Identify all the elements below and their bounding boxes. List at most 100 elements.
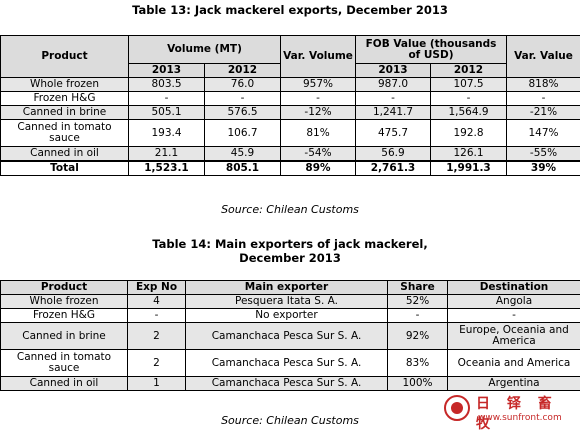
cell-var-value: - <box>507 92 580 106</box>
table13-header-var-volume: Var. Volume <box>281 36 356 78</box>
cell-destination: Oceania and America <box>448 350 580 377</box>
table13-header-var-value: Var. Value <box>507 36 580 78</box>
cell-fob-2012: 107.5 <box>431 78 507 92</box>
cell-fob-2013: - <box>356 92 431 106</box>
cell-product: Canned in tomato sauce <box>1 350 128 377</box>
cell-destination: - <box>448 309 580 323</box>
cell-volume-2012: 576.5 <box>205 106 281 120</box>
cell-product: Canned in brine <box>1 106 129 120</box>
cell-fob-2012: 126.1 <box>431 147 507 161</box>
cell-var-volume: 957% <box>281 78 356 92</box>
cell-product: Canned in brine <box>1 323 128 350</box>
cell-exporter: Camanchaca Pesca Sur S. A. <box>186 377 388 391</box>
cell-var-value: 818% <box>507 78 580 92</box>
cell-destination: Argentina <box>448 377 580 391</box>
cell-product: Canned in oil <box>1 147 129 161</box>
table13-year-fob-2012: 2012 <box>431 64 507 78</box>
table-row: Whole frozen 4 Pesquera Itata S. A. 52% … <box>1 295 580 309</box>
cell-share: 52% <box>388 295 448 309</box>
table13-header-product: Product <box>1 36 129 78</box>
cell-exporter: Camanchaca Pesca Sur S. A. <box>186 323 388 350</box>
sunfront-watermark-logo: 日 铎 畜 牧 www.sunfront.com <box>442 393 578 427</box>
table-row: Canned in tomato sauce 2 Camanchaca Pesc… <box>1 350 580 377</box>
cell-exp-no: 1 <box>128 377 186 391</box>
table14-title-line1: Table 14: Main exporters of jack mackere… <box>0 237 580 251</box>
cell-exporter: No exporter <box>186 309 388 323</box>
cell-fob-2013: 2,761.3 <box>356 161 431 176</box>
sunfront-logo-icon <box>444 395 470 421</box>
cell-exporter: Pesquera Itata S. A. <box>186 295 388 309</box>
cell-volume-2012: - <box>205 92 281 106</box>
table13-title: Table 13: Jack mackerel exports, Decembe… <box>0 3 580 17</box>
cell-volume-2012: 76.0 <box>205 78 281 92</box>
table13-header-volume: Volume (MT) <box>129 36 281 64</box>
table14-title-line2: December 2013 <box>0 251 580 265</box>
table14-header-destination: Destination <box>448 281 580 295</box>
table-row: Whole frozen 803.5 76.0 957% 987.0 107.5… <box>1 78 580 92</box>
cell-volume-2013: 21.1 <box>129 147 205 161</box>
cell-var-volume: - <box>281 92 356 106</box>
cell-volume-2012: 805.1 <box>205 161 281 176</box>
table-row: Canned in brine 505.1 576.5 -12% 1,241.7… <box>1 106 580 120</box>
table-row: Frozen H&G - No exporter - - <box>1 309 580 323</box>
cell-volume-2013: 1,523.1 <box>129 161 205 176</box>
table13-total-row: Total 1,523.1 805.1 89% 2,761.3 1,991.3 … <box>1 161 580 176</box>
table-row: Frozen H&G - - - - - - <box>1 92 580 106</box>
table14-header-exp-no: Exp No <box>128 281 186 295</box>
cell-exp-no: 2 <box>128 323 186 350</box>
table14-header-row: Product Exp No Main exporter Share Desti… <box>1 281 580 295</box>
cell-fob-2012: - <box>431 92 507 106</box>
cell-fob-2012: 192.8 <box>431 120 507 147</box>
cell-exp-no: 2 <box>128 350 186 377</box>
cell-var-volume: 81% <box>281 120 356 147</box>
cell-share: 100% <box>388 377 448 391</box>
cell-share: 83% <box>388 350 448 377</box>
cell-var-value: -55% <box>507 147 580 161</box>
table-row: Canned in oil 21.1 45.9 -54% 56.9 126.1 … <box>1 147 580 161</box>
cell-product: Frozen H&G <box>1 92 129 106</box>
cell-volume-2013: - <box>129 92 205 106</box>
table13: Product Volume (MT) Var. Volume FOB Valu… <box>0 35 580 176</box>
table13-year-volume-2012: 2012 <box>205 64 281 78</box>
cell-volume-2013: 803.5 <box>129 78 205 92</box>
table13-header-fob: FOB Value (thousands of USD) <box>356 36 507 64</box>
cell-product: Frozen H&G <box>1 309 128 323</box>
table13-source: Source: Chilean Customs <box>0 203 580 216</box>
cell-destination: Europe, Oceania and America <box>448 323 580 350</box>
cell-var-volume: 89% <box>281 161 356 176</box>
watermark-url: www.sunfront.com <box>478 413 562 423</box>
cell-fob-2012: 1,564.9 <box>431 106 507 120</box>
cell-share: 92% <box>388 323 448 350</box>
cell-var-value: -21% <box>507 106 580 120</box>
cell-var-value: 147% <box>507 120 580 147</box>
table13-header-row: Product Volume (MT) Var. Volume FOB Valu… <box>1 36 580 64</box>
cell-var-volume: -12% <box>281 106 356 120</box>
table14-header-main-exporter: Main exporter <box>186 281 388 295</box>
table14-header-share: Share <box>388 281 448 295</box>
table14-header-product: Product <box>1 281 128 295</box>
cell-fob-2013: 475.7 <box>356 120 431 147</box>
cell-product: Whole frozen <box>1 78 129 92</box>
cell-product: Whole frozen <box>1 295 128 309</box>
table-row: Canned in tomato sauce 193.4 106.7 81% 4… <box>1 120 580 147</box>
cell-fob-2012: 1,991.3 <box>431 161 507 176</box>
cell-volume-2013: 193.4 <box>129 120 205 147</box>
cell-volume-2013: 505.1 <box>129 106 205 120</box>
cell-var-value: 39% <box>507 161 580 176</box>
table14: Product Exp No Main exporter Share Desti… <box>0 280 580 391</box>
table-row: Canned in oil 1 Camanchaca Pesca Sur S. … <box>1 377 580 391</box>
cell-var-volume: -54% <box>281 147 356 161</box>
cell-product: Canned in oil <box>1 377 128 391</box>
cell-volume-2012: 45.9 <box>205 147 281 161</box>
cell-fob-2013: 56.9 <box>356 147 431 161</box>
table13-year-volume-2013: 2013 <box>129 64 205 78</box>
cell-fob-2013: 1,241.7 <box>356 106 431 120</box>
cell-volume-2012: 106.7 <box>205 120 281 147</box>
cell-product: Total <box>1 161 129 176</box>
cell-exp-no: - <box>128 309 186 323</box>
cell-exporter: Camanchaca Pesca Sur S. A. <box>186 350 388 377</box>
table13-year-fob-2013: 2013 <box>356 64 431 78</box>
cell-destination: Angola <box>448 295 580 309</box>
cell-product: Canned in tomato sauce <box>1 120 129 147</box>
cell-exp-no: 4 <box>128 295 186 309</box>
